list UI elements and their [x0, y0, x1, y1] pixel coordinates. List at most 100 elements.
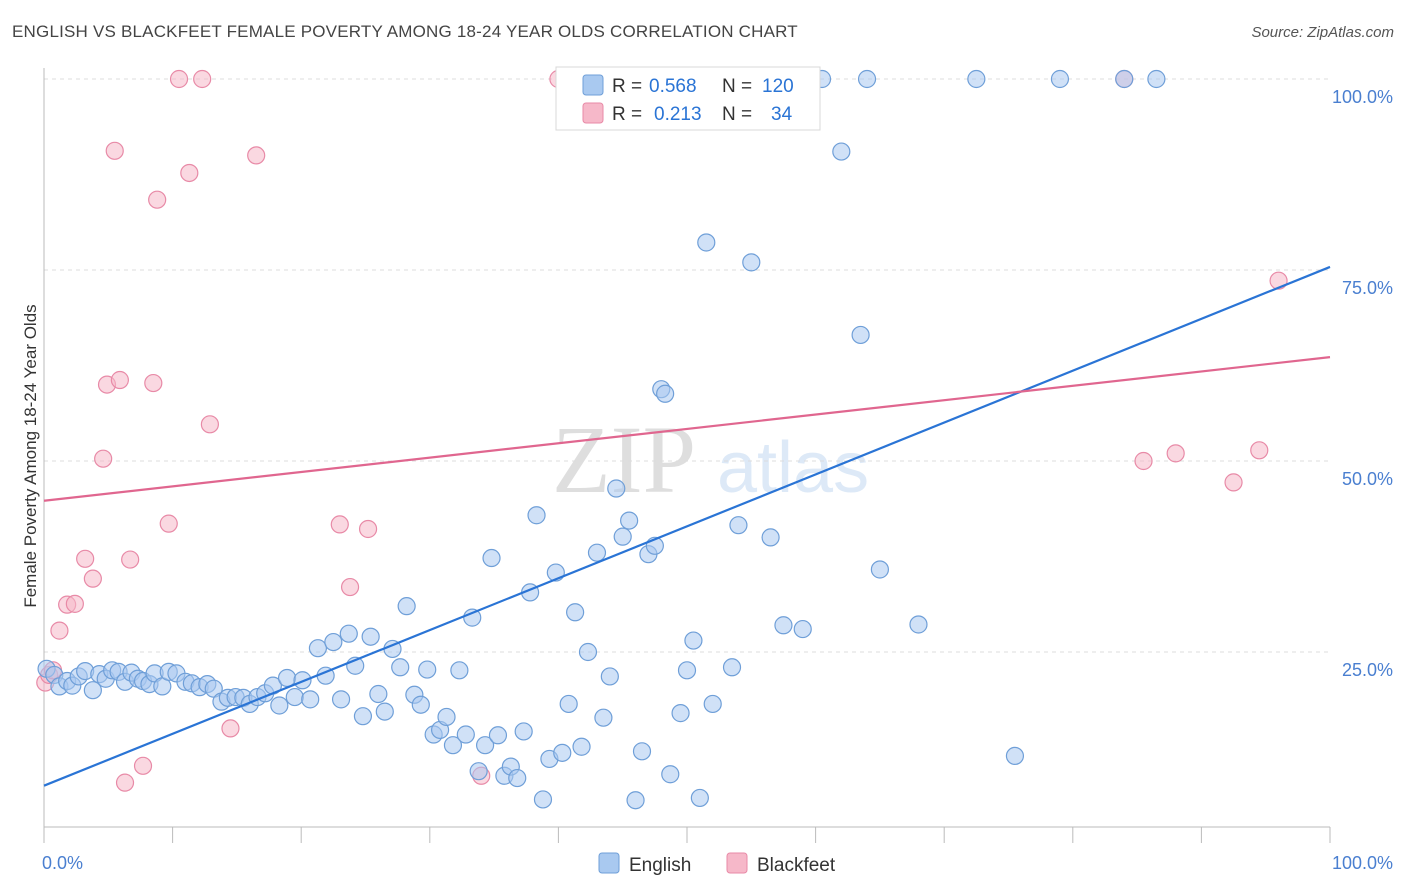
- english-point: [508, 768, 527, 788]
- english-point: [270, 696, 289, 715]
- english-point: [308, 639, 328, 658]
- english-point: [559, 694, 578, 714]
- blackfeet-bottom-swatch: [726, 852, 748, 874]
- stats-legend: R = 0.568 N = 120 R = 0.213 N = 34: [555, 66, 821, 131]
- english-point: [661, 765, 680, 784]
- english-point: [722, 658, 742, 677]
- english-point: [482, 548, 501, 568]
- english-point: [572, 737, 591, 756]
- english-point: [375, 702, 394, 721]
- blackfeet-point: [83, 569, 102, 588]
- english-point: [1050, 69, 1070, 89]
- trend-lines: [43, 265, 1331, 787]
- english-point: [671, 704, 690, 723]
- english-point: [475, 736, 495, 755]
- blackfeet-point: [169, 69, 189, 89]
- blackfeet-point: [1250, 441, 1269, 460]
- english-point: [697, 233, 716, 252]
- english-point: [331, 690, 351, 709]
- blackfeet-point: [110, 370, 129, 390]
- english-points: [37, 69, 1166, 810]
- english-point: [607, 479, 626, 498]
- english-point: [566, 603, 585, 622]
- english-point: [677, 661, 697, 680]
- blackfeet-r-value: 0.213: [654, 104, 702, 125]
- y-tick-label: 75.0%: [1342, 278, 1393, 298]
- english-point: [632, 742, 652, 761]
- blackfeet-point: [144, 373, 163, 393]
- y-axis-label: Female Poverty Among 18-24 Year Olds: [21, 304, 40, 607]
- english-n-label: N =: [722, 76, 752, 97]
- english-point: [832, 142, 851, 161]
- english-point: [656, 384, 675, 403]
- english-point: [353, 707, 373, 726]
- english-point: [620, 511, 639, 530]
- english-point: [437, 707, 456, 727]
- chart-source: Source: ZipAtlas.com: [1251, 24, 1394, 41]
- english-point: [600, 667, 619, 686]
- english-point: [339, 624, 358, 643]
- english-point: [533, 790, 553, 809]
- blackfeet-point: [200, 415, 219, 434]
- english-point: [742, 253, 761, 272]
- english-point: [626, 791, 645, 810]
- english-point: [277, 668, 297, 688]
- english-point: [774, 616, 793, 635]
- chart-title: ENGLISH VS BLACKFEET FEMALE POVERTY AMON…: [12, 22, 798, 41]
- english-point: [594, 708, 613, 727]
- english-point: [488, 726, 508, 745]
- y-tick-label: 100.0%: [1332, 87, 1393, 107]
- english-point: [613, 527, 632, 546]
- axis-layer: [43, 68, 1331, 843]
- english-point: [391, 658, 410, 677]
- english-point: [857, 69, 877, 89]
- blackfeet-point: [65, 594, 84, 613]
- english-point: [909, 615, 928, 634]
- x-tick-label: 0.0%: [42, 853, 83, 873]
- english-point: [450, 661, 469, 680]
- watermark-atlas: atlas: [717, 428, 869, 508]
- english-point: [418, 660, 437, 679]
- english-point: [729, 516, 748, 535]
- english-point: [851, 325, 870, 345]
- english-point: [793, 619, 812, 639]
- blackfeet-point: [193, 69, 212, 89]
- english-point: [285, 687, 304, 707]
- blackfeet-point: [148, 190, 167, 209]
- blackfeet-legend-label: Blackfeet: [757, 855, 836, 876]
- english-point: [870, 560, 890, 579]
- english-point: [514, 722, 533, 741]
- blackfeet-point: [76, 549, 95, 568]
- blackfeet-point: [94, 449, 113, 468]
- english-point: [1005, 746, 1025, 766]
- blackfeet-r-label: R =: [612, 104, 642, 125]
- grid-layer: [44, 78, 1330, 653]
- blackfeet-point: [330, 515, 349, 534]
- english-point: [443, 736, 463, 755]
- english-legend-swatch: [582, 74, 604, 96]
- english-point: [83, 681, 102, 700]
- blackfeet-legend-swatch: [582, 102, 604, 124]
- x-tick-label: 100.0%: [1332, 853, 1393, 873]
- blackfeet-n-label: N =: [722, 104, 752, 125]
- y-tick-label: 25.0%: [1342, 660, 1393, 680]
- english-legend-label: English: [629, 855, 691, 876]
- english-point: [397, 597, 416, 616]
- english-point: [456, 725, 475, 744]
- blackfeet-point: [221, 719, 240, 738]
- english-point: [587, 543, 607, 562]
- english-trend-line: [43, 265, 1331, 787]
- english-point: [578, 642, 598, 662]
- english-point: [369, 684, 388, 704]
- english-point: [684, 631, 703, 650]
- series-legend: English Blackfeet: [598, 852, 836, 876]
- blackfeet-point: [105, 141, 124, 160]
- english-point: [463, 608, 482, 627]
- english-point: [703, 694, 722, 714]
- blackfeet-point: [159, 514, 178, 533]
- english-point: [324, 632, 343, 652]
- y-tick-label: 50.0%: [1342, 469, 1393, 489]
- english-r-value: 0.568: [649, 76, 697, 97]
- blackfeet-point: [247, 146, 266, 165]
